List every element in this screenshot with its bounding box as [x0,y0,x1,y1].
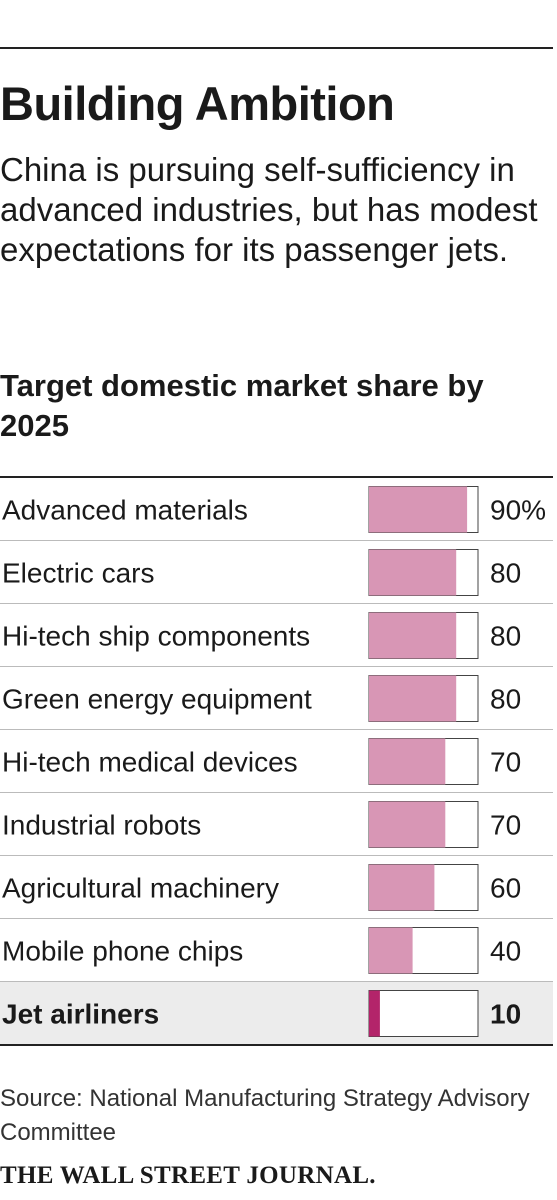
bar-value-label: 40 [490,936,521,967]
page-title: Building Ambition [0,77,395,130]
bar-chart-svg: Advanced materials 90% Electric cars 80 Hi-t… [0,476,553,1046]
bar-label: Industrial robots [2,810,201,841]
top-rule [0,47,553,49]
bar-label: Electric cars [2,558,154,589]
chart-title: Target domestic market share by 2025 [0,368,484,443]
bar [369,612,457,659]
bar-label: Advanced materials [2,495,248,526]
bar-value-label: 80 [490,684,521,715]
bar-value-label: 10 [490,999,521,1030]
page-subtitle: China is pursuing self-sufficiency in ad… [0,151,538,268]
bar [369,801,446,848]
bar-label: Hi-tech ship components [2,621,310,652]
publisher-credit: THE WALL STREET JOURNAL. [0,1162,376,1189]
bar-label: Hi-tech medical devices [2,747,298,778]
bar-track [368,990,479,1037]
bar-value-label: 90% [490,495,546,526]
bar [369,864,435,911]
bar [369,738,446,785]
source-note: Source: National Manufacturing Strategy … [0,1085,530,1146]
bar [369,486,468,533]
bar [369,549,457,596]
bar [369,927,413,974]
bar-value-label: 80 [490,621,521,652]
bar [369,990,380,1037]
bar-value-label: 60 [490,873,521,904]
bar-label: Jet airliners [2,999,159,1030]
bar-label: Mobile phone chips [2,936,243,967]
bar-value-label: 80 [490,558,521,589]
bar-value-label: 70 [490,747,521,778]
bar [369,675,457,722]
bar-value-label: 70 [490,810,521,841]
bar-label: Agricultural machinery [2,873,279,904]
bar-label: Green energy equipment [2,684,312,715]
bar-chart: Advanced materials 90% Electric cars 80 Hi-t… [0,476,553,1050]
